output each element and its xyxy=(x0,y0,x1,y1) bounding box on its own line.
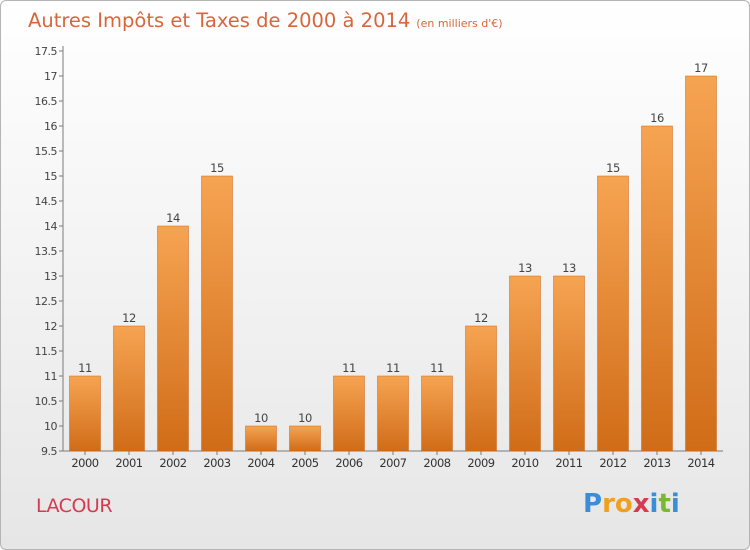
y-tick-label: 17.5 xyxy=(35,45,58,58)
y-tick-label: 12 xyxy=(44,320,57,333)
logo-letter: i xyxy=(649,489,659,519)
bar xyxy=(553,275,585,452)
data-label: 10 xyxy=(254,411,268,425)
x-tick-label: 2006 xyxy=(335,456,362,470)
x-tick-label: 2003 xyxy=(203,456,230,470)
data-label: 11 xyxy=(78,361,92,375)
data-label: 11 xyxy=(342,361,356,375)
logo-letter: t xyxy=(658,489,671,519)
data-label: 13 xyxy=(562,261,576,275)
bar xyxy=(597,175,629,452)
bar xyxy=(333,375,365,452)
x-tick-label: 2002 xyxy=(159,456,186,470)
data-label: 17 xyxy=(694,61,708,75)
y-tick-label: 11.5 xyxy=(35,345,58,358)
proxiti-logo: Proxiti xyxy=(583,489,680,519)
x-tick-label: 2000 xyxy=(71,456,98,470)
x-tick-label: 2009 xyxy=(467,456,494,470)
data-label: 12 xyxy=(474,311,488,325)
y-tick-label: 14.5 xyxy=(35,195,58,208)
y-tick-label: 10.5 xyxy=(35,395,58,408)
y-tick-label: 12.5 xyxy=(35,295,58,308)
y-tick-label: 13 xyxy=(44,270,57,283)
data-label: 11 xyxy=(386,361,400,375)
bar xyxy=(113,325,145,452)
data-label: 12 xyxy=(122,311,136,325)
y-tick-label: 15.5 xyxy=(35,145,58,158)
chart-title: Autres Impôts et Taxes de 2000 à 2014 (en… xyxy=(28,9,503,32)
data-label: 15 xyxy=(606,161,620,175)
x-tick-label: 2001 xyxy=(115,456,142,470)
logo-letter: o xyxy=(614,489,633,519)
data-label: 14 xyxy=(166,211,180,225)
bar xyxy=(201,175,233,452)
bar xyxy=(377,375,409,452)
data-label: 11 xyxy=(430,361,444,375)
bar xyxy=(421,375,453,452)
x-tick-label: 2013 xyxy=(643,456,670,470)
commune-name: LACOUR xyxy=(36,495,113,517)
x-tick-label: 2008 xyxy=(423,456,450,470)
bar xyxy=(465,325,497,452)
y-tick-label: 15 xyxy=(44,170,57,183)
bar xyxy=(69,375,101,452)
logo-letter: x xyxy=(632,489,650,519)
bar xyxy=(685,75,717,452)
x-tick-label: 2007 xyxy=(379,456,406,470)
bar xyxy=(157,225,189,452)
x-tick-label: 2005 xyxy=(291,456,318,470)
x-tick-label: 2011 xyxy=(555,456,582,470)
y-tick-label: 13.5 xyxy=(35,245,58,258)
data-label: 16 xyxy=(650,111,664,125)
x-tick-label: 2010 xyxy=(511,456,538,470)
x-tick-label: 2012 xyxy=(599,456,626,470)
y-tick-label: 9.5 xyxy=(41,445,57,458)
y-tick-label: 16.5 xyxy=(35,95,58,108)
data-label: 10 xyxy=(298,411,312,425)
logo-letter: i xyxy=(670,489,680,519)
y-tick-label: 17 xyxy=(44,70,57,83)
bar xyxy=(641,125,673,452)
y-tick-label: 14 xyxy=(44,220,57,233)
logo-letter: r xyxy=(602,489,615,519)
data-label: 15 xyxy=(210,161,224,175)
y-tick-label: 11 xyxy=(44,370,57,383)
bar xyxy=(509,275,541,452)
bar xyxy=(289,425,321,452)
x-tick-label: 2004 xyxy=(247,456,274,470)
y-tick-label: 10 xyxy=(44,420,57,433)
data-label: 13 xyxy=(518,261,532,275)
logo-letter: P xyxy=(583,489,603,519)
y-tick-label: 16 xyxy=(44,120,57,133)
bar xyxy=(245,425,277,452)
chart-subtitle: (en milliers d'€) xyxy=(416,17,503,30)
chart-title-text: Autres Impôts et Taxes de 2000 à 2014 xyxy=(28,9,411,32)
x-tick-label: 2014 xyxy=(687,456,714,470)
